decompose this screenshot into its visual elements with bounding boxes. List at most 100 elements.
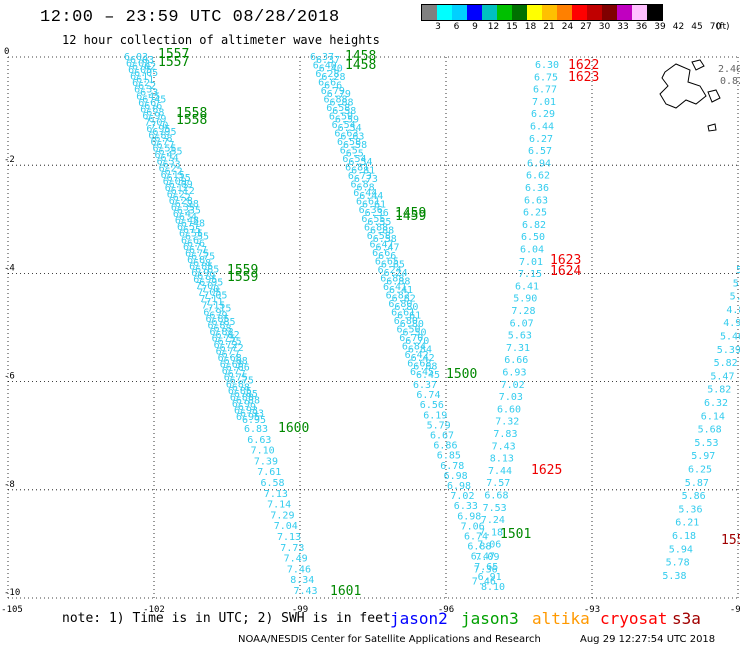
wave-height-mark: 7.13 (277, 532, 301, 543)
wave-height-mark: 5.78 (666, 558, 690, 569)
wave-height-mark: 6.63 (247, 435, 271, 446)
time-label-jason3: 1459 (395, 206, 426, 221)
wave-height-mark: 6.02 (126, 59, 150, 70)
wave-height-mark: 6.44 (359, 191, 383, 202)
wave-height-mark: 6.68 (413, 361, 437, 372)
wave-height-mark: 6.28 (315, 69, 339, 80)
wave-height-mark: 7.0 (144, 117, 162, 128)
wave-height-mark: 6.75 (185, 248, 209, 259)
wave-height-mark: 6.4 (173, 209, 191, 220)
lat-tick-label: -2 (4, 155, 15, 165)
wave-height-mark: 6.88 (467, 542, 491, 553)
wave-height-mark: 5.38 (662, 571, 686, 582)
color-swatch (572, 5, 587, 20)
wave-height-mark: 6.88 (380, 273, 404, 284)
wave-height-mark: 6.65 (375, 256, 399, 267)
wave-height-mark: 6.18 (672, 531, 696, 542)
wave-height-mark: 6.2 (165, 166, 183, 177)
wave-height-mark: 6.82 (392, 293, 416, 304)
wave-height-mark: 6.3 (163, 160, 181, 171)
wave-height-mark: 6.6 (372, 248, 390, 259)
time-label-cryosat: 1622 (568, 58, 599, 73)
wave-height-mark: 7.05 (197, 288, 221, 299)
wave-height-mark: 6.6 (138, 98, 156, 109)
wave-height-mark: 7.36 (474, 564, 498, 575)
time-label-cryosat: 1624 (550, 264, 581, 279)
wave-height-mark: 6.98 (457, 511, 481, 522)
wave-height-mark: 6.84 (402, 341, 426, 352)
wave-height-mark: 5.82 (714, 358, 738, 369)
wave-height-mark: 5.97 (736, 265, 740, 276)
wave-height-mark: 7.43 (294, 586, 318, 597)
wave-height-mark: 6.2 (167, 189, 185, 200)
wave-height-mark: 5.90 (513, 294, 537, 305)
color-scale-label: 42 (672, 22, 685, 32)
wave-height-mark: 6.93 (502, 368, 526, 379)
wave-height-mark: 6.88 (364, 222, 388, 233)
wave-height-mark: 5.86 (682, 491, 706, 502)
time-label-jason3: 1600 (278, 421, 309, 436)
wave-height-mark: 6.98 (447, 481, 471, 492)
color-scale-label: 39 (654, 22, 666, 32)
wave-height-mark: 7.46 (472, 577, 496, 588)
wave-height-mark: 6.7 (216, 347, 234, 358)
wave-height-mark: 7.02 (501, 380, 525, 391)
wave-height-mark: 6.37 (413, 380, 437, 391)
color-scale-label: 15 (506, 22, 518, 32)
wave-height-mark: 6.68 (484, 491, 508, 502)
wave-height-mark: 7.09 (475, 552, 499, 563)
wave-height-mark: 6.88 (230, 392, 254, 403)
wave-height-mark: 6.79 (327, 89, 351, 100)
wave-height-mark: 6.54 (348, 157, 372, 168)
footer-credit: NOAA/NESDIS Center for Satellite Applica… (238, 634, 541, 645)
color-scale-label: 3 (435, 22, 441, 32)
wave-height-mark: 5.63 (508, 331, 532, 342)
lon-tick-label: -99 (292, 605, 308, 615)
wave-height-mark: 6.5 (183, 225, 201, 236)
wave-height-mark: 6.59 (335, 115, 359, 126)
wave-height-mark: 6.80 (388, 299, 412, 310)
time-label-jason3: 1601 (330, 584, 361, 599)
wave-height-mark: 7.01 (532, 97, 556, 108)
page-subtitle: 12 hour collection of altimeter wave hei… (62, 33, 380, 47)
wave-height-mark: 6.24 (384, 268, 408, 279)
wave-height-mark: 6.47 (375, 242, 399, 253)
wave-height-mark: 6.9 (238, 402, 256, 413)
color-swatch (482, 5, 497, 20)
wave-height-mark: 6.73 (354, 174, 378, 185)
wave-height-mark: 6.77 (533, 85, 557, 96)
time-label-cryosat: 1623 (568, 70, 599, 85)
island-value: 2.40 (718, 64, 740, 75)
lon-tick-label: -102 (143, 605, 165, 615)
wave-height-mark: 6.55 (179, 229, 203, 240)
wave-height-mark: 7.24 (481, 515, 505, 526)
color-scale-label: 33 (617, 22, 629, 32)
wave-height-mark: 6.8 (232, 382, 250, 393)
wave-height-mark: 6.85 (437, 451, 461, 462)
color-swatch (467, 5, 482, 20)
wave-height-mark: 6.2 (132, 78, 150, 89)
color-scale-unit: (ft) (716, 22, 730, 32)
wave-height-mark: 6.04 (520, 245, 544, 256)
wave-height-mark: 6.9 (203, 307, 221, 318)
wave-height-mark: 6.35 (171, 203, 195, 214)
wave-height-mark: 6.88 (236, 395, 260, 406)
wave-height-mark: 6.95 (236, 412, 260, 423)
color-swatch (512, 5, 527, 20)
wave-height-mark: 6.85 (195, 264, 219, 275)
wave-height-mark: 6.66 (220, 360, 244, 371)
time-label-jason3: 1500 (446, 367, 477, 382)
color-swatch (422, 5, 437, 20)
island-outline (707, 89, 721, 103)
color-scale-label: 21 (543, 22, 555, 32)
legend-jason2: jason2 (390, 609, 448, 628)
wave-height-mark: 6.61 (397, 310, 421, 321)
time-label-s3a: 155 (721, 533, 740, 548)
wave-height-mark: 5.39 (717, 345, 740, 356)
wave-height-mark: 7.61 (257, 467, 281, 478)
color-scale-label: 45 (691, 22, 703, 32)
color-scale-labels: 3 6 9 12 15 18 21 24 27 30 33 36 39 42 45 70 (421, 22, 740, 34)
wave-height-mark: 6.30 (535, 60, 559, 71)
wave-height-mark: 6.61 (391, 307, 415, 318)
island-value: 0.82 (720, 76, 740, 87)
